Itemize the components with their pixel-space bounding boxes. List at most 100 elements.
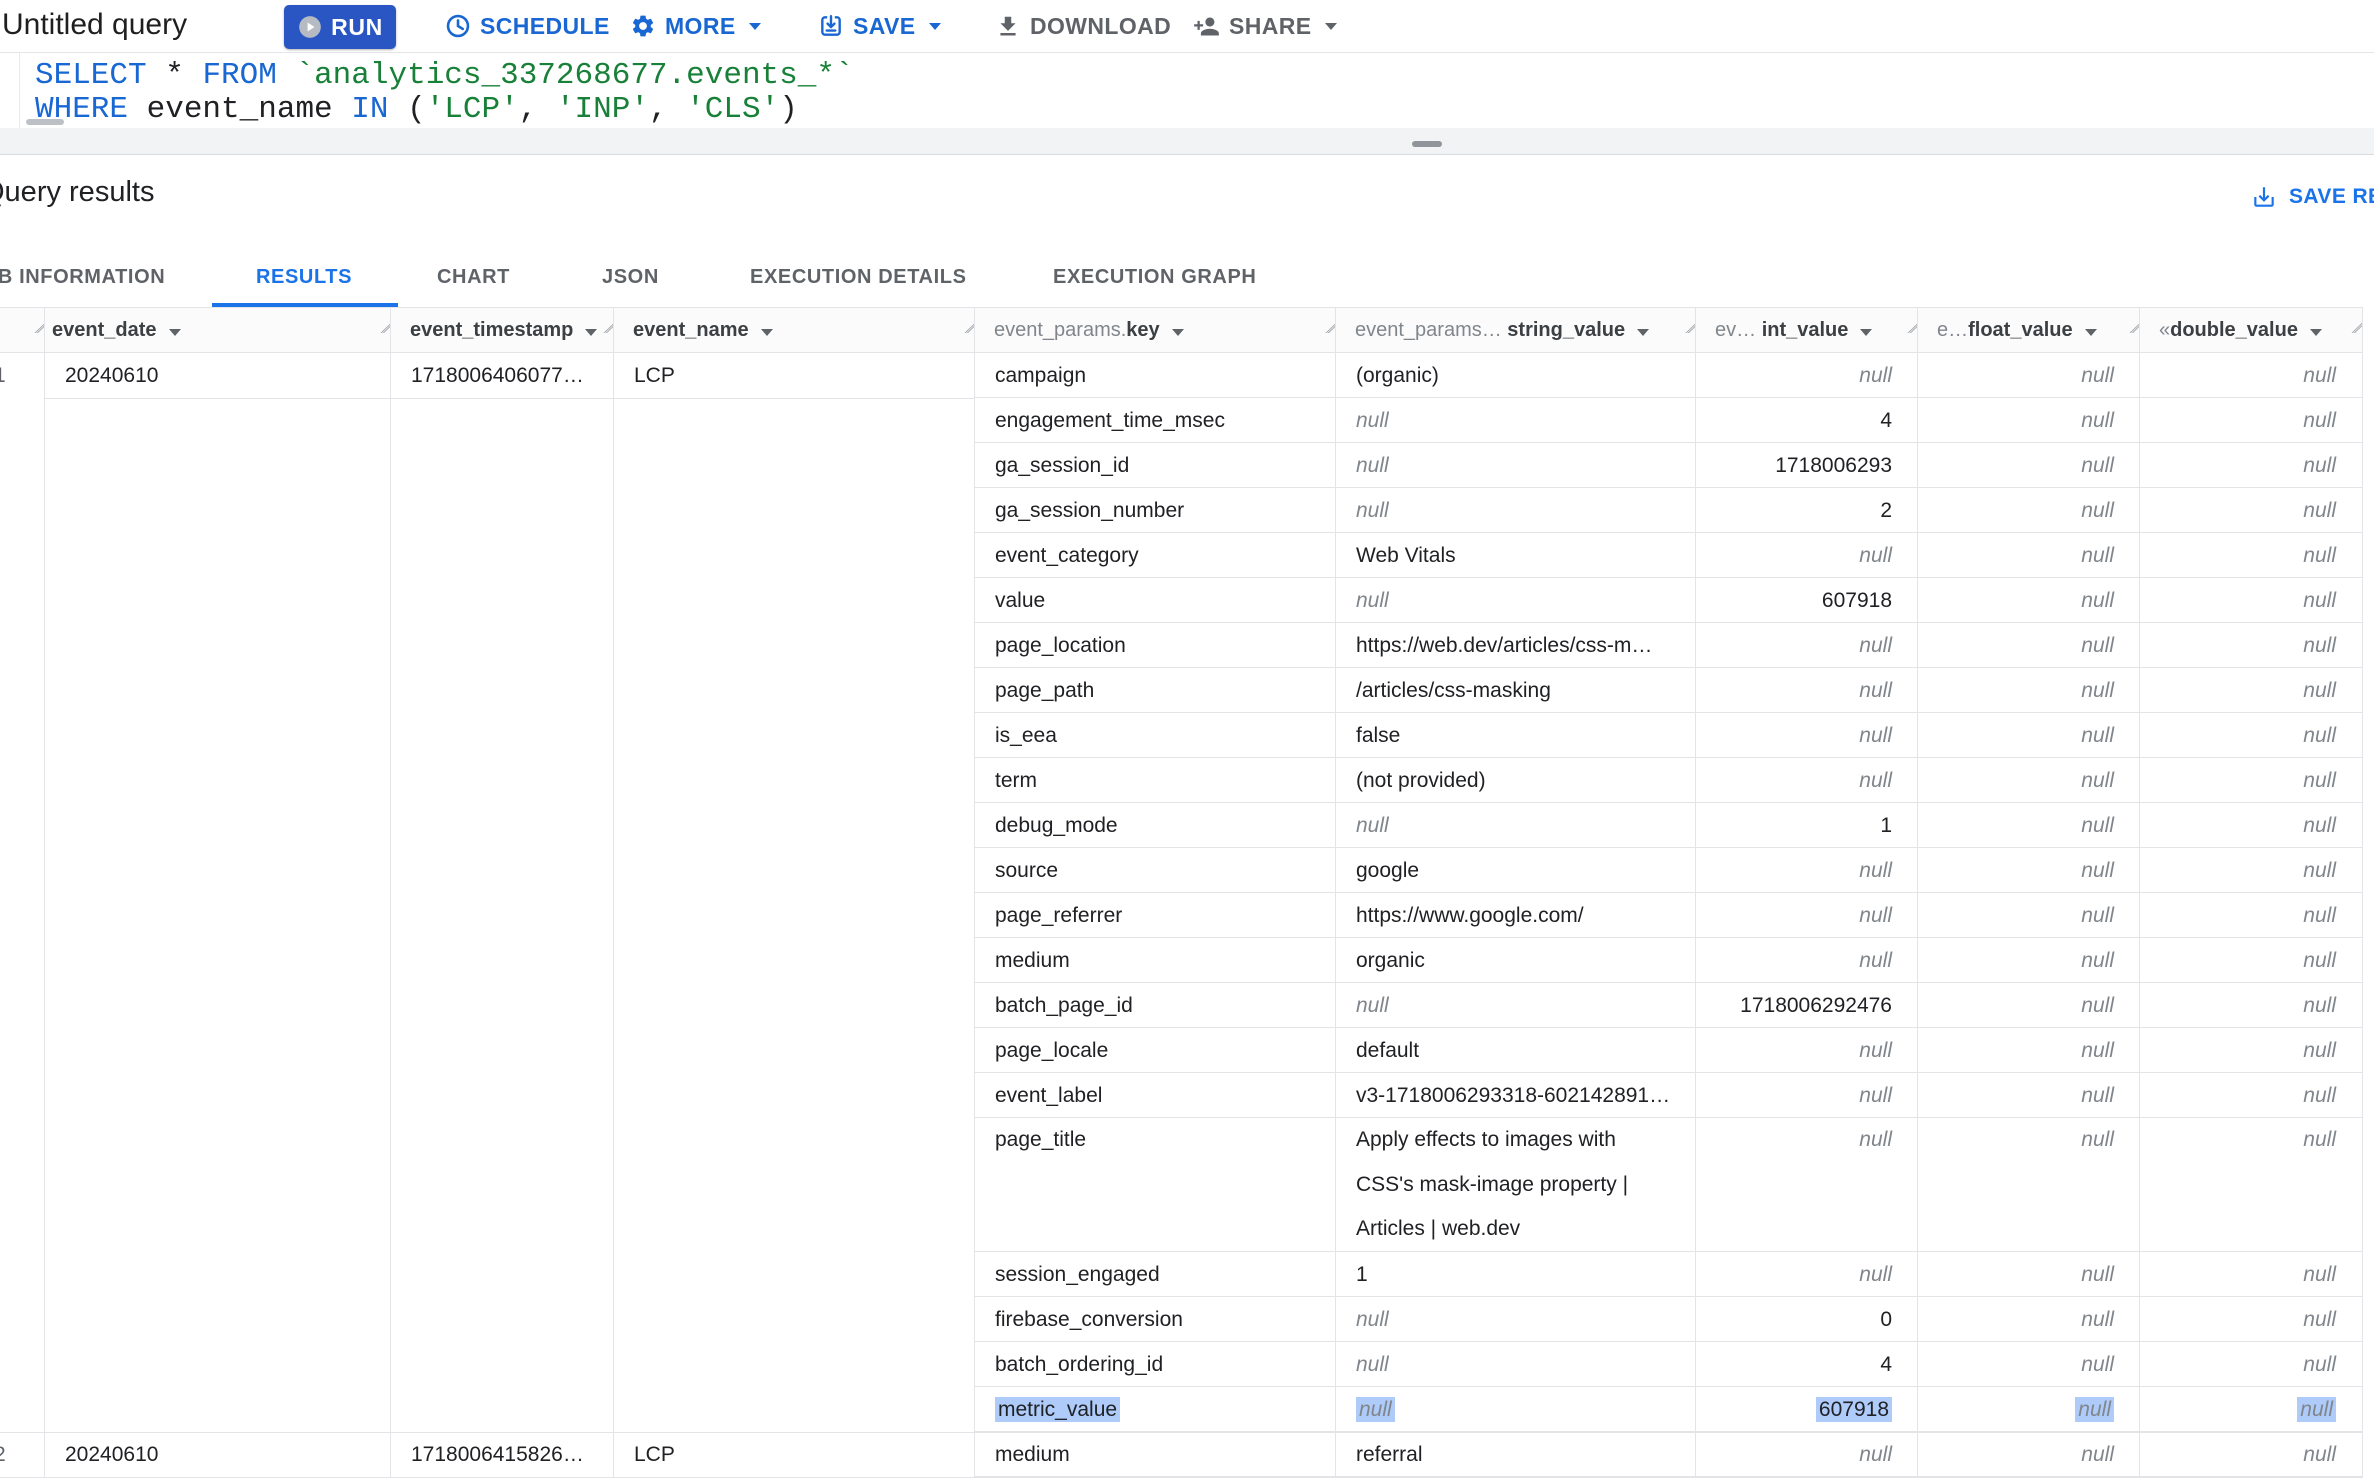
cell-value: null: [2303, 1084, 2336, 1107]
tab-results[interactable]: RESULTS: [256, 266, 353, 288]
sort-icon[interactable]: [760, 329, 773, 336]
run-button[interactable]: RUN: [284, 5, 396, 49]
cell-param-key: engagement_time_msec: [975, 398, 1336, 443]
sql-editor[interactable]: SELECT * FROM `analytics_337268677.event…: [0, 53, 2374, 128]
cell-value: 20240610: [65, 1443, 159, 1466]
column-header-event-params-double-value[interactable]: «double_value ∕∕: [2140, 307, 2362, 353]
tab-job-information[interactable]: JOB INFORMATION: [0, 266, 166, 288]
cell-value: null: [2303, 859, 2336, 882]
column-header-row-number[interactable]: ∕∕: [0, 307, 45, 353]
save-results-button[interactable]: SAVE RESULTS: [2251, 184, 2374, 210]
column-header-event-name[interactable]: event_name ∕∕: [614, 307, 975, 353]
column-header-event-params-float-value[interactable]: e…float_value ∕∕: [1918, 307, 2140, 353]
share-button[interactable]: SHARE: [1193, 0, 1337, 52]
cell-param-int-value: 4: [1696, 1342, 1918, 1387]
cell-value: null: [1859, 949, 1892, 972]
cell-value: debug_mode: [995, 814, 1118, 837]
cell-param-double-value: null: [2140, 488, 2362, 533]
cell-value: is_eea: [995, 724, 1057, 747]
column-header-event-params-key[interactable]: event_params.key ∕∕: [975, 307, 1336, 353]
sort-icon[interactable]: [168, 329, 181, 336]
cell-value: engagement_time_msec: [995, 409, 1225, 432]
download-button[interactable]: DOWNLOAD: [995, 0, 1171, 52]
cell-value: null: [2081, 679, 2114, 702]
cell-param-key: ga_session_id: [975, 443, 1336, 488]
chevron-down-icon: [1324, 22, 1337, 30]
sort-icon[interactable]: [1637, 329, 1650, 336]
column-header-event-timestamp[interactable]: event_timestamp ∕∕: [391, 307, 614, 353]
sort-icon[interactable]: [2084, 329, 2097, 336]
save-button[interactable]: SAVE: [818, 0, 941, 52]
sql-line-2[interactable]: WHERE event_name IN ('LCP', 'INP', 'CLS'…: [35, 93, 798, 127]
cell-value: null: [2081, 1443, 2114, 1466]
tab-chart[interactable]: CHART: [437, 266, 510, 288]
cell-param-int-value: null: [1696, 758, 1918, 803]
grid-line: [390, 307, 391, 1478]
cell-value: false: [1356, 724, 1401, 747]
grid-line: [974, 307, 975, 1478]
sort-icon[interactable]: [585, 329, 598, 336]
cell-param-key: batch_ordering_id: [975, 1342, 1336, 1387]
cell-value: null: [2081, 499, 2114, 522]
cell-value: 1718006293: [1775, 454, 1892, 477]
column-header-event-date[interactable]: event_date ∕∕: [45, 307, 391, 353]
cell-param-float-value: null: [1918, 578, 2140, 623]
cell-param-float-value: null: [1918, 1028, 2140, 1073]
tab-execution-details[interactable]: EXECUTION DETAILS: [750, 266, 967, 288]
cell-param-int-value: 4: [1696, 398, 1918, 443]
cell-param-double-value: null: [2140, 1118, 2362, 1252]
editor-hscrollbar-thumb[interactable]: [26, 119, 64, 125]
splitter-drag-handle[interactable]: [1412, 141, 1442, 147]
cell-param-int-value: null: [1696, 1073, 1918, 1118]
sort-icon[interactable]: [1171, 329, 1184, 336]
cell-value: medium: [995, 1443, 1070, 1466]
cell-param-string-value: null: [1336, 443, 1696, 488]
cell-value: null: [2081, 994, 2114, 1017]
cell-param-float-value: null: [1918, 623, 2140, 668]
more-button-label: MORE: [665, 12, 736, 39]
column-resize-handle[interactable]: ∕∕: [2357, 320, 2361, 337]
cell-value: 2: [0, 1443, 6, 1466]
column-header-label: string_value: [1507, 319, 1626, 341]
schedule-button[interactable]: SCHEDULE: [445, 0, 610, 52]
tab-execution-graph[interactable]: EXECUTION GRAPH: [1053, 266, 1257, 288]
cell-value: (not provided): [1356, 769, 1486, 792]
cell-value: null: [2303, 724, 2336, 747]
cell-value: null: [2303, 904, 2336, 927]
cell-value: null: [2075, 1397, 2114, 1422]
sql-token: 'INP': [555, 92, 649, 127]
person-add-icon: [1193, 13, 1220, 40]
cell-value: null: [2303, 1443, 2336, 1466]
cell-value: null: [2081, 1039, 2114, 1062]
save-icon: [818, 13, 844, 39]
cell-param-double-value: null: [2140, 668, 2362, 713]
sort-icon[interactable]: [1860, 329, 1873, 336]
download-icon: [995, 13, 1021, 39]
cell-value: null: [1356, 1353, 1389, 1376]
cell-value: metric_value: [995, 1397, 1121, 1422]
more-button[interactable]: MORE: [630, 0, 761, 52]
sql-token: 'LCP': [425, 92, 519, 127]
cell-param-float-value: null: [1918, 938, 2140, 983]
cell-value: null: [1356, 454, 1389, 477]
cell-param-key: page_title: [975, 1118, 1336, 1252]
cell-value: null: [1356, 994, 1389, 1017]
column-header-label: event_timestamp: [410, 319, 574, 341]
cell-value: 1: [0, 364, 6, 387]
sql-line-1[interactable]: SELECT * FROM `analytics_337268677.event…: [35, 59, 854, 93]
cell-param-float-value: null: [1918, 713, 2140, 758]
cell-param-double-value: null: [2140, 1252, 2362, 1297]
column-header-label: int_value: [1761, 319, 1849, 341]
sort-icon[interactable]: [2309, 329, 2322, 336]
cell-param-string-value: false: [1336, 713, 1696, 758]
cell-param-string-value: https://www.google.com/: [1336, 893, 1696, 938]
cell-param-int-value: 2: [1696, 488, 1918, 533]
cell-param-string-value: 1: [1336, 1252, 1696, 1297]
column-header-event-params-string-value[interactable]: event_params… string_value ∕∕: [1336, 307, 1696, 353]
cell-value: LCP: [634, 1443, 675, 1466]
cell-param-key: batch_page_id: [975, 983, 1336, 1028]
cell-value: null: [2081, 724, 2114, 747]
tab-json[interactable]: JSON: [602, 266, 659, 288]
column-header-event-params-int-value[interactable]: ev… int_value ∕∕: [1696, 307, 1918, 353]
cell-value: page_referrer: [995, 904, 1123, 927]
